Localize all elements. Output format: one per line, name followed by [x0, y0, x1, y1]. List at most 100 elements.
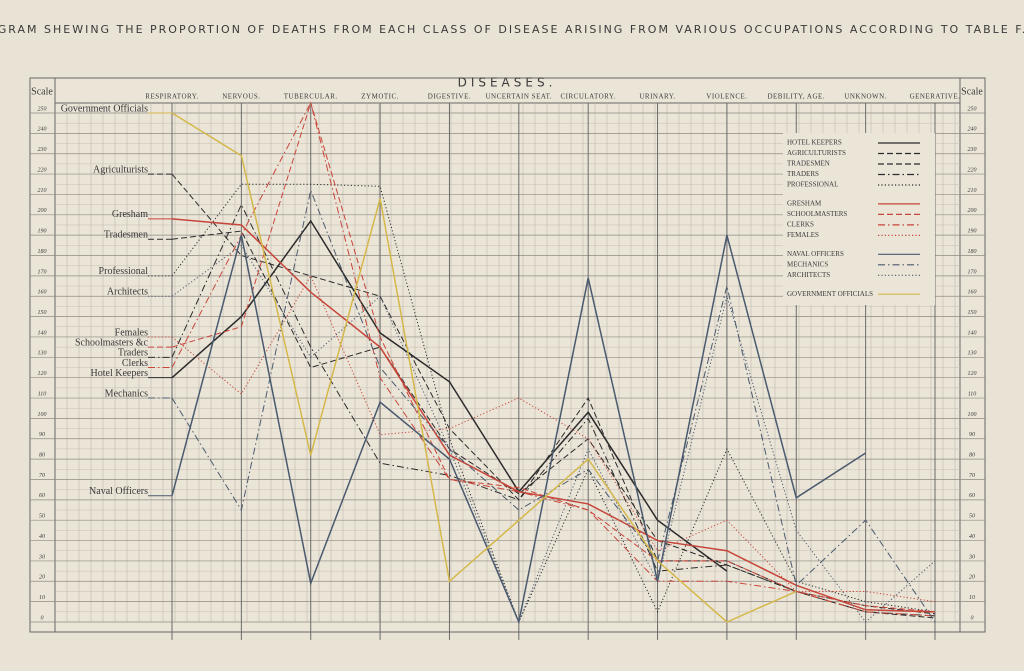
y-tick-label: 180	[38, 249, 47, 255]
y2-tick-label: 70	[969, 473, 975, 479]
series-label: Professional	[99, 266, 149, 277]
series-line	[171, 101, 936, 617]
x-tick-label: GENERATIVE.	[910, 93, 961, 101]
y-tick-label: 210	[38, 188, 47, 194]
y-tick-label: 150	[38, 310, 47, 316]
y-tick-label: 110	[38, 391, 47, 397]
y2-tick-label: 140	[968, 329, 977, 336]
y2-tick-label: 40	[969, 533, 975, 540]
y2-tick-label: 50	[969, 514, 975, 520]
legend-label: ARCHITECTS	[787, 271, 830, 279]
y2-tick-label: 220	[968, 167, 977, 173]
subtitle: DISEASES.	[458, 76, 557, 90]
series-line	[171, 101, 936, 613]
y2-tick-label: 110	[968, 391, 977, 397]
series-label: Architects	[107, 287, 148, 298]
y-tick-label: 200	[38, 208, 47, 214]
y2-tick-label: 60	[969, 493, 975, 499]
y2-tick-label: 180	[968, 249, 977, 255]
legend-label: HOTEL KEEPERS	[787, 139, 842, 147]
series-label: Agriculturists	[93, 164, 148, 175]
series-line	[171, 234, 867, 625]
x-tick-label: URINARY.	[639, 93, 675, 101]
y-tick-label: 0	[41, 615, 44, 621]
series-label: Government Officials	[61, 103, 148, 114]
y-tick-label: 250	[38, 106, 47, 112]
series-line	[171, 112, 797, 623]
y-tick-label: 220	[38, 167, 47, 173]
y-tick-label: 170	[38, 269, 47, 275]
y-tick-label: 30	[38, 554, 45, 560]
legend-label: AGRICULTURISTS	[787, 149, 846, 157]
series-label: Naval Officers	[89, 486, 148, 497]
x-tick-label: VIOLENCE.	[706, 93, 747, 101]
plot: Hotel Keepers Agriculturists Tradesmen Trad…	[61, 101, 936, 625]
x-tick-label: TUBERCULAR.	[284, 93, 338, 101]
series-label: Tradesmen	[104, 230, 148, 241]
series-label: Hotel Keepers	[91, 368, 149, 379]
y-tick-label: 20	[39, 575, 45, 581]
legend-label: PROFESSIONAL	[787, 181, 838, 189]
y2-tick-label: 160	[968, 290, 977, 296]
x-tick-label: UNCERTAIN SEAT.	[485, 93, 552, 101]
legend-label: MECHANICS	[787, 260, 828, 268]
y-tick-label: 160	[38, 290, 47, 296]
x-tick-label: DIGESTIVE.	[428, 93, 471, 101]
y-tick-label: 130	[38, 351, 47, 357]
y2-tick-label: 240	[968, 126, 977, 133]
y2-tick-label: 170	[968, 269, 977, 275]
y-tick-label: 50	[39, 514, 45, 520]
series-line	[171, 219, 728, 572]
y-tick-label: 100	[38, 412, 47, 418]
legend-label: SCHOOLMASTERS	[787, 210, 847, 218]
y-tick-label: 80	[39, 452, 45, 458]
y2-tick-label: 250	[968, 106, 977, 112]
x-tick-label: DEBILITY, AGE.	[767, 93, 825, 101]
y-tick-label: 190	[38, 229, 47, 235]
legend-label: NAVAL OFFICERS	[787, 250, 844, 258]
y2-tick-label: 230	[968, 147, 977, 153]
y2-tick-label: 210	[968, 188, 977, 194]
legend-box	[783, 133, 935, 305]
series-label: Mechanics	[105, 388, 148, 399]
series-line	[171, 230, 936, 615]
y-tick-label: 90	[39, 432, 45, 438]
series-label: Schoolmasters &c	[75, 337, 149, 348]
y-tick-label: 140	[38, 329, 47, 336]
legend-label: GRESHAM	[787, 200, 822, 208]
y2-tick-label: 10	[969, 595, 975, 601]
y-tick-label: 10	[39, 595, 45, 601]
y-tick-label: 60	[39, 493, 45, 499]
y2-tick-label: 130	[968, 351, 977, 357]
legend-label: GOVERNMENT OFFICIALS	[787, 290, 873, 298]
x-tick-label: CIRCULATORY.	[561, 93, 616, 101]
y2-tick-label: 190	[968, 229, 977, 235]
series-line	[171, 274, 936, 603]
series-label: Gresham	[112, 209, 148, 220]
series-label: Females	[115, 327, 148, 338]
series-label: Traders	[118, 348, 148, 359]
chart-title: DIAGRAM SHEWING THE PROPORTION OF DEATHS…	[0, 23, 1024, 36]
y-axis-title: Scale	[31, 86, 53, 97]
y-tick-label: 120	[38, 371, 47, 377]
series-label: Clerks	[122, 358, 148, 369]
y2-tick-label: 30	[968, 554, 975, 560]
y2-tick-label: 80	[969, 452, 975, 458]
y2-tick-label: 200	[968, 208, 977, 214]
legend-label: FEMALES	[787, 231, 819, 239]
x-tick-label: NERVOUS.	[222, 93, 260, 101]
y2-tick-label: 0	[971, 615, 974, 621]
y-tick-label: 70	[39, 473, 45, 479]
y2-tick-label: 120	[968, 371, 977, 377]
series-line	[171, 218, 936, 613]
y2-tick-label: 150	[968, 310, 977, 316]
legend-label: TRADERS	[787, 170, 819, 178]
y2-tick-label: 90	[969, 432, 975, 438]
x-tick-label: ZYMOTIC.	[361, 93, 399, 101]
y-tick-label: 240	[38, 126, 47, 133]
y-tick-label: 40	[39, 533, 45, 540]
y2-axis-title: Scale	[961, 86, 983, 97]
x-tick-label: RESPIRATORY.	[145, 93, 198, 101]
legend-label: CLERKS	[787, 221, 814, 229]
